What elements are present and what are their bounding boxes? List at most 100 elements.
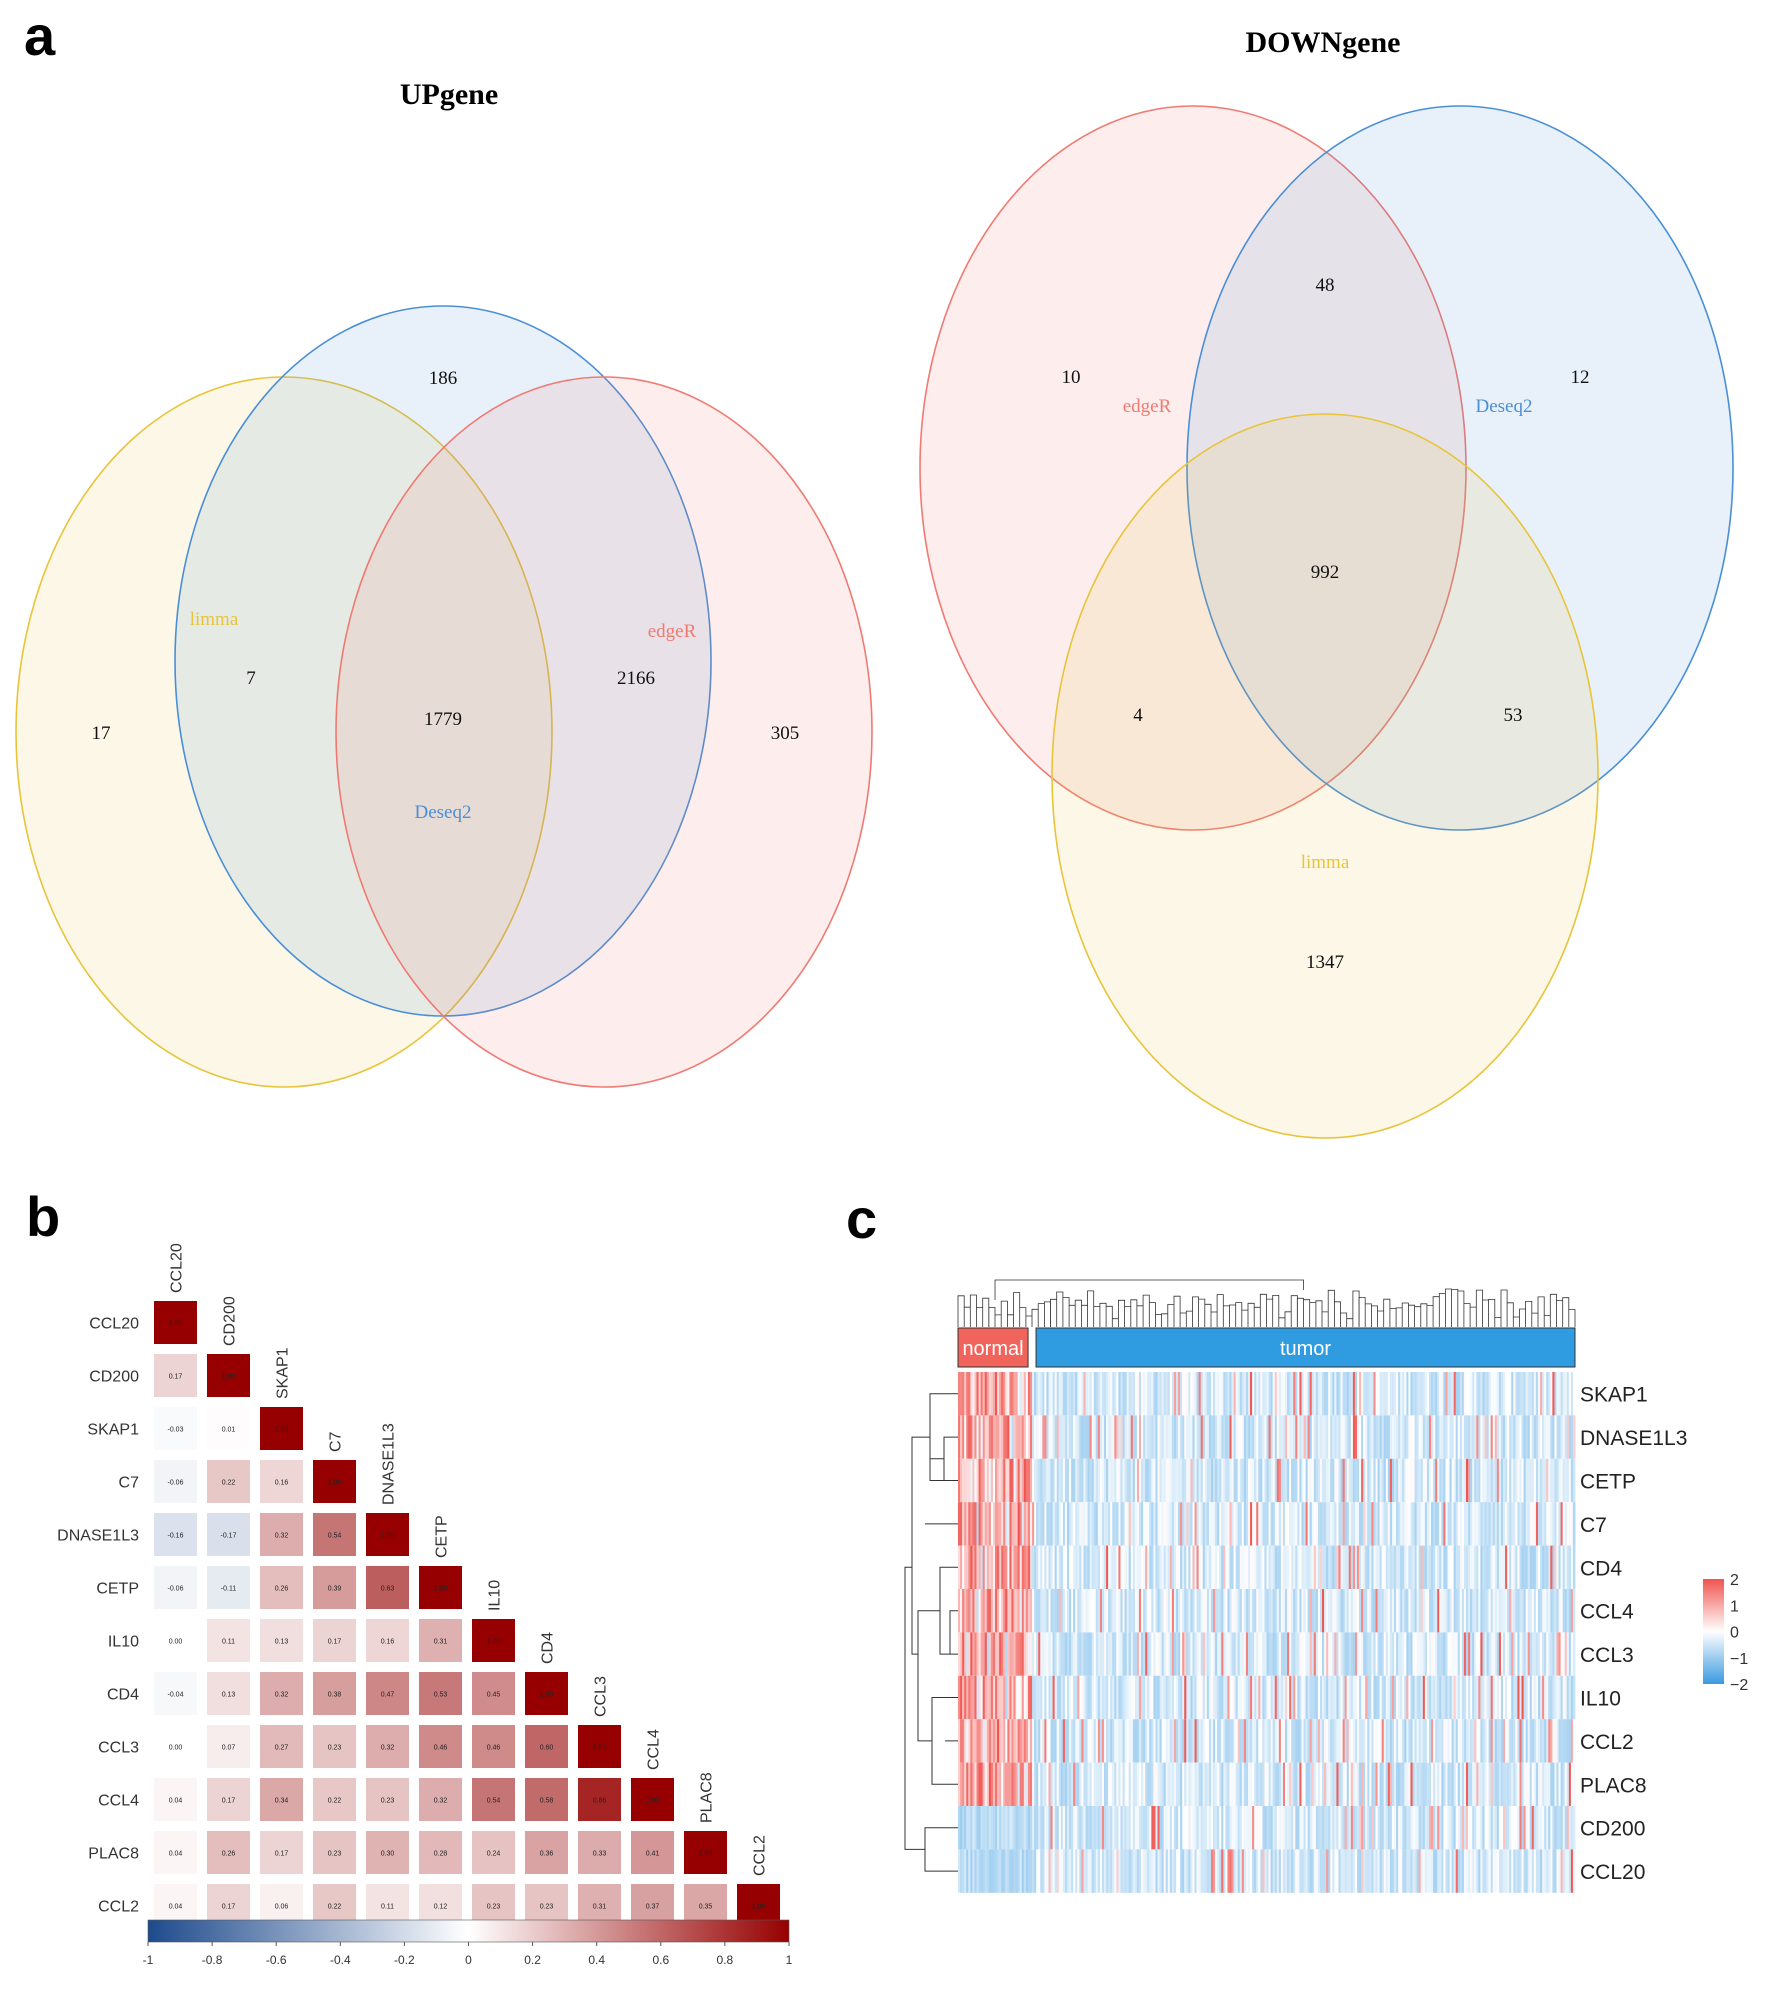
heatmap-cell [1268,1502,1272,1546]
heatmap-cell [1412,1415,1415,1459]
heatmap-cell [980,1632,984,1676]
heatmap-cell [1352,1545,1356,1589]
heatmap-cell [1525,1458,1529,1503]
heatmap-cell [1424,1458,1428,1503]
heatmap-cell [1408,1415,1411,1459]
heatmap-cell [1087,1762,1091,1806]
heatmap-cell [1447,1675,1450,1720]
heatmap-cell [1032,1589,1035,1633]
heatmap-cell [1272,1458,1276,1503]
heatmap-cell [1169,1589,1173,1633]
heatmap-cell [1289,1545,1292,1589]
heatmap-cell [970,1675,973,1720]
heatmap-cell [1116,1502,1119,1546]
heatmap-cell [1509,1372,1512,1416]
heatmap-cell [1466,1806,1469,1850]
heatmap-cell [1389,1458,1393,1503]
heatmap-cell [995,1632,998,1676]
heatmap-cell [1009,1675,1012,1720]
corr-cell-value: 0.04 [169,1851,183,1858]
heatmap-cell [1091,1762,1095,1806]
heatmap-cell [1562,1762,1566,1806]
heatmap-cell [1155,1806,1158,1850]
heatmap-cell [1229,1806,1232,1850]
heatmap-cell [1340,1675,1343,1720]
heatmap-cell [1194,1372,1197,1416]
heatmap-cell [1227,1849,1230,1893]
heatmap-cell [980,1849,984,1893]
heatmap-cell [1373,1415,1376,1459]
heatmap-cell [1365,1415,1368,1459]
heatmap-cell [1038,1372,1041,1416]
heatmap-cell [1186,1849,1189,1893]
heatmap-cell [1266,1545,1269,1589]
heatmap-cell [984,1806,988,1850]
heatmap-cell [1498,1849,1502,1893]
heatmap-cell [1083,1372,1086,1416]
heatmap-cell [1198,1502,1202,1546]
heatmap-cell [1354,1589,1358,1633]
heatmap-cell [1093,1545,1097,1589]
heatmap-cell [1245,1415,1249,1459]
heatmap-cell [1301,1415,1304,1459]
heatmap-cell [1319,1458,1323,1503]
heatmap-cell [1104,1719,1107,1763]
heatmap-cell [1282,1545,1286,1589]
heatmap-cell [1036,1458,1039,1503]
heatmap-cell [1498,1415,1502,1459]
heatmap-cell [1169,1502,1173,1546]
heatmap-cell [1021,1545,1025,1589]
heatmap-cell [1021,1675,1025,1720]
heatmap-cell [1437,1849,1440,1893]
heatmap-cell [1145,1545,1148,1589]
heatmap-cell [1484,1545,1487,1589]
heatmap-cell [1163,1849,1167,1893]
heatmap-cell [1116,1675,1119,1720]
heatmap-cell [1466,1372,1469,1416]
heatmap-cell [1167,1545,1171,1589]
heatmap-cell [1305,1458,1309,1503]
heatmap-cell [1433,1545,1436,1589]
heatmap-cell [1529,1849,1533,1893]
heatmap-cell [1282,1589,1286,1633]
heatmap-cell [1396,1502,1399,1546]
heatmap-cell [1398,1762,1401,1806]
heatmap-cell [1147,1415,1150,1459]
heatmap-cell [1254,1719,1257,1763]
heatmap-cell [1151,1545,1154,1589]
heatmap-cell [1250,1502,1253,1546]
heatmap-cell [1560,1502,1564,1546]
heatmap-cell [1280,1632,1284,1676]
heatmap-cell [980,1545,984,1589]
heatmap-cell [1408,1675,1411,1720]
corr-col-label: C7 [328,1431,345,1452]
heatmap-cell [1171,1762,1175,1806]
heatmap-cell [1112,1502,1115,1546]
heatmap-cell [1204,1415,1208,1459]
heatmap-cell [1122,1632,1125,1676]
heatmap-cell [1005,1589,1008,1633]
heatmap-cell [1093,1675,1097,1720]
heatmap-cell [1503,1762,1506,1806]
heatmap-cell [1032,1632,1035,1676]
heatmap-cell [1056,1545,1060,1589]
heatmap-cell [1025,1545,1029,1589]
heatmap-cell [1101,1675,1105,1720]
heatmap-cell [1052,1762,1056,1806]
heatmap-cell [1404,1806,1407,1850]
heatmap-cell [1422,1502,1426,1546]
heatmap-cell [1402,1589,1405,1633]
heatmap-cell [1402,1545,1405,1589]
heatmap-cell [1126,1849,1130,1893]
corr-cell [260,1725,303,1768]
heatmap-cell [1274,1502,1278,1546]
heatmap-cell [1525,1719,1529,1763]
heatmap-cell [1535,1806,1539,1850]
heatmap-cell [1416,1806,1420,1850]
corr-cell-value: -0.17 [221,1533,237,1540]
heatmap-cell [1040,1415,1043,1459]
heatmap-cell [1457,1719,1461,1763]
heatmap-cell [1241,1502,1245,1546]
heatmap-cell [1365,1589,1368,1633]
heatmap-cell [1067,1502,1070,1546]
